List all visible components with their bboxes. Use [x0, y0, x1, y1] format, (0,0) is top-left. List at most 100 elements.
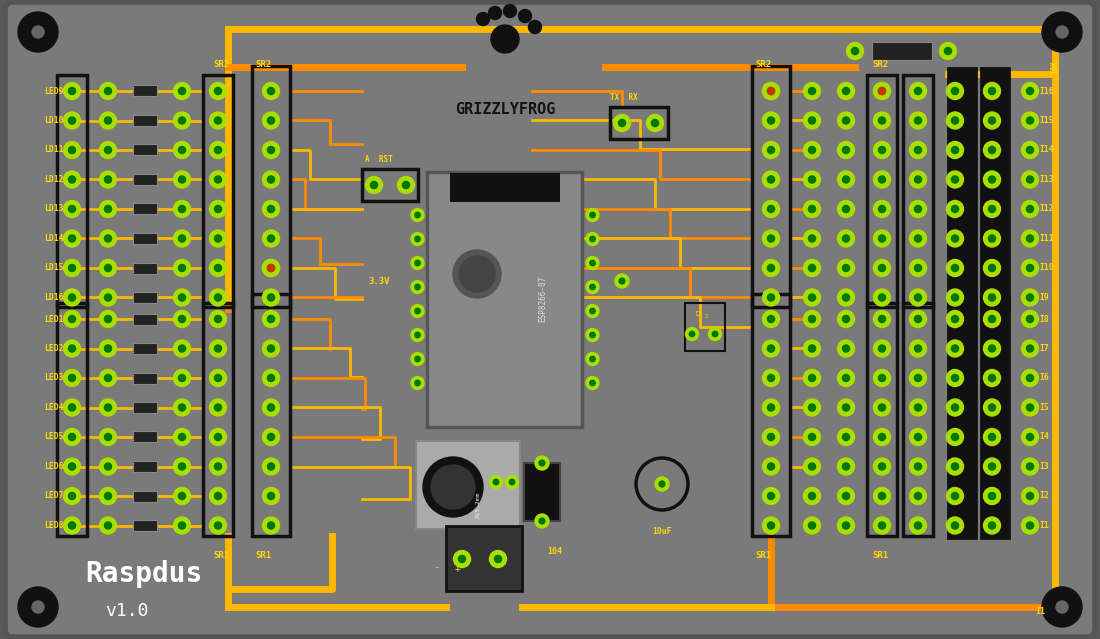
Circle shape [768, 88, 774, 95]
Circle shape [843, 205, 849, 213]
Text: -: - [433, 562, 440, 572]
Circle shape [68, 117, 76, 124]
Circle shape [910, 201, 926, 217]
Circle shape [768, 146, 774, 153]
Circle shape [989, 433, 996, 440]
Circle shape [879, 493, 886, 500]
Circle shape [590, 380, 595, 386]
Circle shape [174, 171, 190, 188]
Circle shape [209, 458, 227, 475]
Circle shape [879, 463, 886, 470]
Circle shape [879, 146, 886, 153]
Circle shape [808, 345, 815, 352]
Circle shape [174, 458, 190, 475]
Circle shape [1022, 517, 1038, 534]
Circle shape [873, 201, 891, 217]
Circle shape [1022, 230, 1038, 247]
Circle shape [64, 458, 80, 475]
Circle shape [837, 289, 855, 306]
Circle shape [178, 294, 186, 301]
Circle shape [762, 230, 780, 247]
Circle shape [659, 481, 664, 487]
Circle shape [403, 181, 409, 189]
Circle shape [873, 488, 891, 505]
Circle shape [1022, 171, 1038, 188]
Circle shape [762, 171, 780, 188]
Circle shape [267, 463, 275, 470]
Circle shape [1056, 601, 1068, 613]
Circle shape [64, 429, 80, 445]
Circle shape [104, 433, 111, 440]
Circle shape [946, 230, 964, 247]
Circle shape [873, 230, 891, 247]
Circle shape [411, 353, 424, 366]
Bar [252, 294, 290, 535]
Circle shape [64, 112, 80, 129]
Circle shape [214, 463, 221, 470]
Circle shape [946, 429, 964, 445]
Circle shape [586, 256, 600, 270]
Circle shape [808, 316, 815, 323]
Circle shape [685, 328, 698, 341]
Circle shape [518, 10, 531, 22]
Circle shape [837, 340, 855, 357]
Circle shape [267, 404, 275, 411]
Circle shape [952, 117, 958, 124]
Circle shape [914, 374, 922, 381]
Circle shape [590, 332, 595, 338]
Circle shape [1022, 311, 1038, 328]
Circle shape [803, 517, 821, 534]
Circle shape [803, 289, 821, 306]
Bar [133, 520, 157, 531]
Circle shape [99, 488, 117, 505]
Circle shape [708, 328, 722, 341]
Circle shape [803, 429, 821, 445]
Circle shape [803, 201, 821, 217]
Circle shape [590, 212, 595, 218]
Circle shape [808, 265, 815, 272]
Circle shape [263, 289, 279, 306]
Text: LED3: LED3 [44, 374, 64, 383]
Circle shape [424, 457, 483, 517]
Circle shape [415, 357, 420, 362]
Circle shape [397, 176, 415, 194]
Circle shape [209, 141, 227, 158]
Circle shape [214, 493, 221, 500]
Text: LED6: LED6 [44, 462, 64, 471]
Circle shape [983, 230, 1001, 247]
Circle shape [1026, 146, 1034, 153]
Circle shape [491, 25, 519, 53]
Circle shape [837, 458, 855, 475]
Text: LD15: LD15 [44, 263, 64, 272]
Circle shape [952, 493, 958, 500]
Circle shape [946, 458, 964, 475]
Circle shape [99, 112, 117, 129]
Circle shape [983, 82, 1001, 100]
Bar [948, 68, 976, 309]
Circle shape [910, 369, 926, 387]
Circle shape [914, 522, 922, 529]
Bar [133, 203, 157, 215]
Circle shape [946, 201, 964, 217]
Circle shape [837, 141, 855, 158]
Circle shape [174, 488, 190, 505]
Circle shape [910, 230, 926, 247]
Circle shape [989, 235, 996, 242]
Circle shape [178, 374, 186, 381]
Circle shape [952, 522, 958, 529]
Bar [133, 461, 157, 472]
Circle shape [914, 117, 922, 124]
Circle shape [68, 522, 76, 529]
Bar [57, 75, 87, 307]
Circle shape [104, 265, 111, 272]
Circle shape [762, 112, 780, 129]
Circle shape [411, 281, 424, 293]
Bar [57, 303, 87, 535]
Circle shape [178, 146, 186, 153]
Circle shape [178, 493, 186, 500]
Circle shape [64, 340, 80, 357]
Circle shape [762, 399, 780, 416]
Circle shape [493, 479, 498, 485]
Text: D: D [695, 311, 700, 317]
Circle shape [178, 205, 186, 213]
